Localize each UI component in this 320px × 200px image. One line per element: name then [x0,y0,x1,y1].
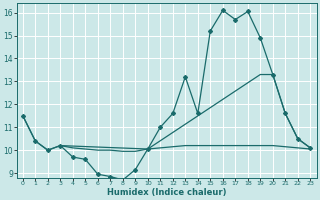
X-axis label: Humidex (Indice chaleur): Humidex (Indice chaleur) [107,188,226,197]
